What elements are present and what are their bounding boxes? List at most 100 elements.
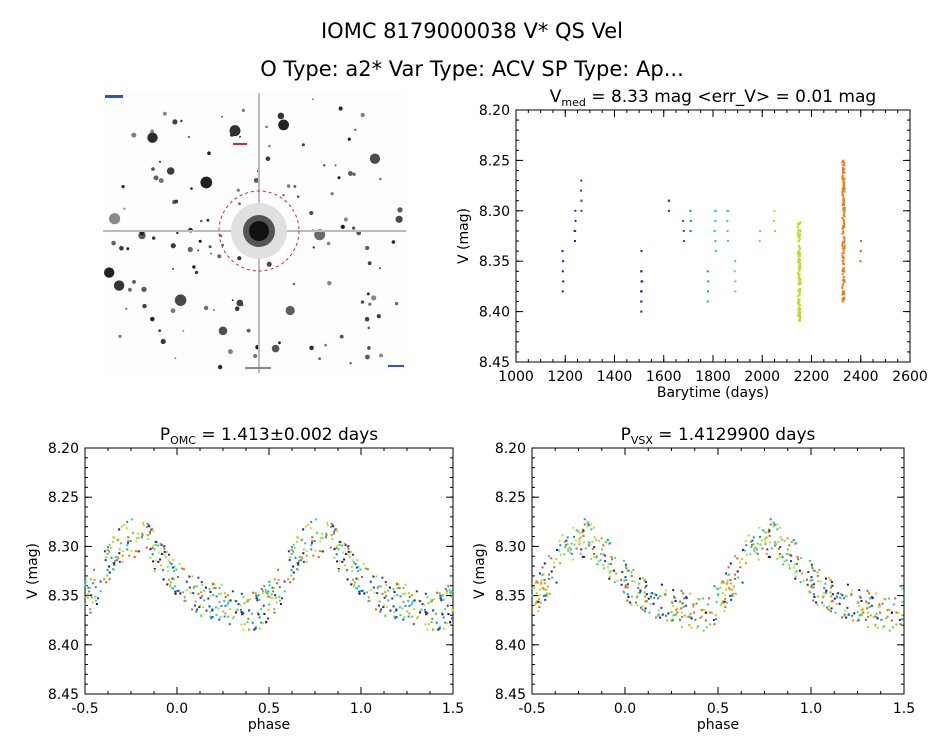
data-point	[151, 527, 154, 530]
field-star	[340, 224, 345, 229]
data-point	[799, 258, 802, 261]
data-point	[798, 306, 801, 309]
data-point	[753, 549, 756, 552]
data-point	[256, 595, 259, 598]
data-point	[343, 558, 346, 561]
data-point	[330, 534, 333, 537]
field-star	[268, 144, 271, 148]
field-star	[343, 217, 348, 222]
x-tick-label: 1.0	[350, 701, 372, 717]
data-point	[810, 576, 813, 579]
data-point	[151, 546, 154, 549]
data-point	[171, 577, 174, 580]
data-point	[717, 594, 720, 597]
data-point	[734, 290, 737, 293]
data-point	[841, 169, 844, 171]
data-point	[169, 585, 171, 588]
data-point	[644, 600, 647, 603]
data-point	[843, 613, 846, 616]
field-star	[365, 354, 370, 360]
data-point	[630, 595, 633, 598]
data-point	[331, 524, 334, 527]
data-point	[92, 582, 95, 585]
data-point	[627, 595, 630, 598]
data-point	[209, 615, 212, 618]
data-point	[734, 578, 737, 580]
data-point	[396, 594, 399, 597]
data-point	[878, 603, 881, 606]
data-point	[640, 300, 643, 303]
field-star	[347, 137, 351, 141]
data-point	[115, 559, 118, 562]
field-star	[334, 164, 337, 167]
data-point	[688, 624, 691, 627]
field-star	[147, 132, 158, 143]
data-point	[822, 604, 825, 607]
data-point	[656, 615, 659, 618]
data-point	[309, 527, 312, 530]
data-point	[721, 602, 724, 605]
data-point	[336, 544, 339, 547]
data-point	[355, 566, 358, 569]
data-point	[593, 536, 596, 539]
data-point	[449, 621, 452, 623]
x-tick-label: 2400	[843, 369, 879, 385]
data-point	[85, 580, 88, 583]
data-point	[607, 563, 610, 566]
data-point	[796, 272, 799, 275]
data-point	[218, 587, 221, 589]
data-point	[843, 177, 846, 180]
data-point	[215, 614, 218, 616]
data-point	[118, 548, 121, 551]
data-point	[231, 590, 234, 593]
data-point	[862, 611, 865, 614]
data-point	[727, 586, 730, 589]
data-point	[142, 524, 145, 527]
field-star	[239, 135, 241, 138]
data-point	[841, 299, 844, 302]
data-point	[680, 611, 683, 614]
data-point	[812, 599, 815, 602]
data-point	[891, 626, 894, 629]
data-point	[706, 603, 709, 606]
data-point	[377, 585, 380, 588]
data-point	[799, 230, 802, 233]
data-point	[680, 602, 683, 605]
data-point	[192, 586, 195, 589]
data-point	[756, 552, 759, 555]
data-point	[141, 533, 144, 536]
data-point	[209, 595, 212, 598]
data-point	[567, 547, 570, 550]
data-point	[830, 586, 833, 589]
data-point	[689, 219, 692, 222]
finding-chart-image	[103, 93, 406, 373]
y-axis-label: V (mag)	[472, 543, 488, 599]
data-point	[548, 592, 551, 595]
data-point	[551, 576, 554, 579]
data-point	[860, 600, 863, 602]
data-point	[337, 569, 340, 572]
data-point	[556, 548, 558, 551]
data-point	[767, 531, 770, 533]
data-point	[683, 614, 686, 617]
data-point	[883, 625, 886, 628]
field-star	[174, 294, 187, 307]
data-point	[278, 599, 281, 602]
y-tick-label: 8.30	[48, 539, 79, 555]
data-point	[397, 583, 400, 586]
data-point	[742, 548, 744, 551]
data-point	[843, 221, 846, 224]
data-point	[856, 600, 859, 603]
data-point	[401, 607, 404, 610]
data-point	[579, 189, 582, 192]
data-point	[866, 602, 869, 605]
data-point	[899, 623, 902, 626]
data-point	[682, 219, 685, 222]
data-point	[271, 597, 274, 600]
field-star	[337, 176, 341, 180]
data-point	[773, 209, 776, 212]
field-star	[326, 241, 331, 246]
data-point	[263, 585, 266, 588]
data-point	[836, 596, 839, 599]
field-star	[151, 167, 155, 171]
